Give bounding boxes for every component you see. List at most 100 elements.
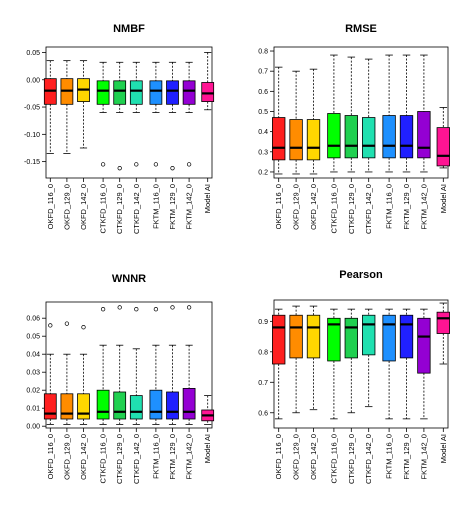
y-tick-label: 0.5 (258, 109, 268, 116)
box-FKTM_142_0 (182, 387, 196, 420)
x-tick-label: FKTM_129_0 (168, 434, 177, 479)
panel-pearson: Pearson 0.6 0.7 0.8 0.9 OKFD_116_0 OKFD_129_0 O… (258, 269, 450, 484)
x-tick-label: OKFD_142_0 (309, 434, 318, 480)
outlier-point (134, 162, 139, 167)
x-tick-label: OKFD_116_0 (46, 434, 55, 479)
outlier-point (153, 162, 159, 167)
chart-title: RMSE (345, 23, 377, 35)
y-tick-label: 0.7 (258, 380, 268, 387)
x-tick-label: CTKFD_142_0 (132, 184, 141, 234)
outlier-point (117, 305, 122, 310)
panel-wnnr: WNNR 0.00 0.01 0.02 0.03 0.04 0.05 0.06 OKFD_116… (26, 273, 215, 484)
y-tick-label: -0.10 (24, 132, 40, 139)
y-tick-label: 0.4 (258, 129, 268, 136)
box-OKFD_129_0 (289, 314, 303, 359)
x-tick-label: OKFD_129_0 (292, 184, 301, 230)
box-OKFD_116_0 (272, 117, 286, 161)
plot-frame (273, 46, 449, 179)
y-tick-label: 0.00 (26, 77, 40, 84)
x-tick-label: FKTM_116_0 (385, 434, 394, 479)
outlier-point (100, 307, 106, 312)
box-OKFD_142_0 (306, 314, 321, 359)
y-tick-label: 0.03 (26, 370, 40, 377)
x-tick-label: Model AI (439, 184, 448, 213)
outlier-point (48, 323, 53, 328)
x-tick-label: FKTM_142_0 (419, 184, 428, 229)
box-FKTM_129_0 (399, 314, 414, 359)
y-tick-label: 0.8 (258, 49, 268, 56)
chart-title: NMBF (113, 23, 145, 35)
x-tick-label: FKTM_129_0 (168, 184, 177, 229)
x-tick-label: CTKFD_129_0 (115, 434, 124, 484)
y-tick-label: 0.00 (26, 424, 40, 431)
box-FKTM_129_0 (166, 80, 179, 105)
box-CTKFD_142_0 (129, 80, 143, 105)
x-tick-label: FKTM_116_0 (151, 434, 160, 479)
x-tick-label: Model AI (203, 184, 212, 213)
box-CTKFD_142_0 (362, 314, 376, 356)
box-FKTM_116_0 (382, 115, 396, 159)
x-tick-label: OKFD_129_0 (62, 434, 71, 480)
x-tick-label: Model AI (203, 434, 212, 463)
y-tick-label: -0.15 (24, 159, 40, 166)
box-CTKFD_116_0 (96, 389, 110, 420)
x-tick-label: CTKFD_129_0 (347, 434, 356, 484)
box-CTKFD_129_0 (113, 80, 127, 105)
x-tick-label: OKFD_129_0 (62, 184, 71, 230)
x-tick-label: CTKFD_142_0 (132, 434, 141, 484)
x-tick-label: OKFD_142_0 (79, 434, 88, 480)
x-tick-label: OKFD_129_0 (292, 434, 301, 480)
plot-frame (45, 301, 213, 429)
outlier-point (153, 307, 159, 312)
y-tick-label: 0.04 (26, 352, 40, 359)
y-tick-label: 0.6 (258, 410, 268, 417)
x-tick-label: OKFD_142_0 (79, 184, 88, 230)
box-CTKFD_142_0 (362, 117, 376, 159)
chart-title: Pearson (339, 269, 383, 281)
outlier-point (186, 305, 192, 310)
panel-rmse: RMSE 0.2 0.3 0.4 0.5 0.6 0.7 0.8 OKFD_116_0 OKFD_… (258, 23, 450, 234)
box-FKTM_129_0 (166, 391, 179, 420)
y-tick-label: 0.7 (258, 69, 268, 76)
box-FKTM_142_0 (182, 80, 196, 105)
box-CTKFD_116_0 (96, 80, 110, 105)
outlier-point (170, 166, 175, 171)
outlier-point (117, 166, 122, 171)
box-FKTM_116_0 (149, 389, 163, 420)
x-tick-label: CTKFD_142_0 (364, 184, 373, 234)
outlier-point (170, 305, 175, 310)
box-FKTM_129_0 (399, 115, 414, 159)
y-tick-label: 0.3 (258, 149, 268, 156)
panel-nmbf: NMBF -0.15 -0.10 -0.05 0.00 0.05 OKFD_116_0 OKF… (24, 23, 215, 234)
box-CTKFD_129_0 (113, 391, 127, 420)
plot-frame (45, 46, 213, 179)
x-tick-label: OKFD_116_0 (274, 434, 283, 479)
y-tick-label: 0.05 (26, 50, 40, 57)
y-tick-label: 0.02 (26, 388, 40, 395)
box-FKTM_116_0 (149, 80, 163, 105)
box-FKTM_142_0 (417, 111, 431, 159)
box-OKFD_116_0 (272, 314, 286, 365)
x-tick-label: CTKFD_116_0 (329, 184, 338, 233)
x-tick-label: FKTM_142_0 (185, 434, 194, 479)
x-tick-label: Model AI (439, 434, 448, 463)
box-OKFD_129_0 (289, 119, 303, 161)
x-tick-label: FKTM_116_0 (151, 184, 160, 229)
box-Model AI (436, 127, 450, 167)
box-CTKFD_129_0 (344, 317, 358, 359)
y-tick-label: 0.2 (258, 169, 268, 176)
chart-title: WNNR (112, 273, 146, 285)
x-tick-label: OKFD_116_0 (46, 184, 55, 229)
box-FKTM_142_0 (417, 317, 431, 374)
y-tick-label: 0.6 (258, 89, 268, 96)
x-tick-label: CTKFD_116_0 (99, 434, 108, 483)
x-tick-label: FKTM_116_0 (385, 184, 394, 229)
x-tick-label: FKTM_142_0 (185, 184, 194, 229)
x-tick-label: CTKFD_116_0 (99, 184, 108, 233)
box-CTKFD_142_0 (129, 395, 143, 420)
x-tick-label: FKTM_142_0 (419, 434, 428, 479)
box-OKFD_129_0 (60, 393, 74, 420)
box-OKFD_142_0 (77, 393, 90, 420)
box-OKFD_142_0 (306, 119, 321, 161)
